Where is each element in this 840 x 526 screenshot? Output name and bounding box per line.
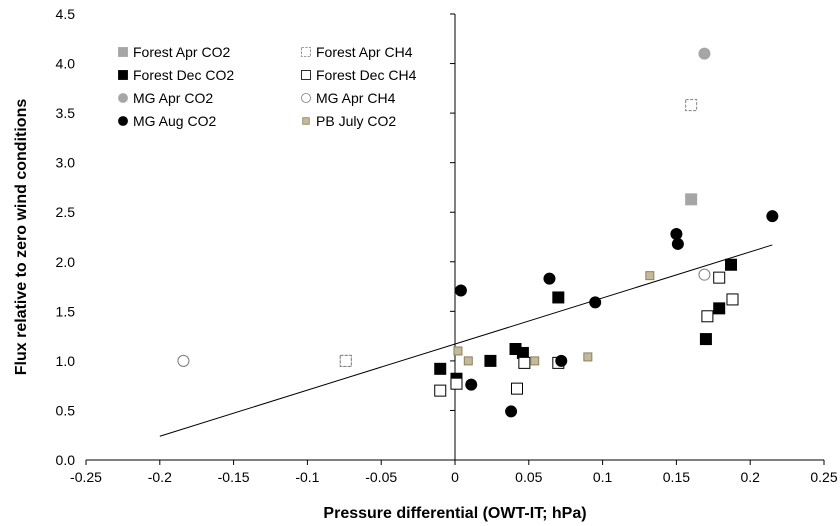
data-point bbox=[453, 346, 463, 356]
data-point bbox=[701, 310, 714, 323]
x-tick-label: 0.25 bbox=[810, 469, 837, 485]
data-point bbox=[726, 293, 739, 306]
data-point bbox=[685, 193, 698, 206]
y-tick-label: 2.5 bbox=[56, 204, 76, 220]
legend-label: Forest Apr CO2 bbox=[133, 44, 230, 60]
y-tick-label: 1.0 bbox=[56, 353, 76, 369]
data-point bbox=[685, 99, 698, 112]
data-point bbox=[177, 354, 190, 367]
data-point bbox=[725, 258, 738, 271]
x-tick-label: 0.1 bbox=[593, 469, 613, 485]
data-point bbox=[510, 382, 523, 395]
trendline bbox=[159, 244, 773, 437]
data-point bbox=[434, 362, 447, 375]
legend-item: PB July CO2 bbox=[302, 113, 396, 129]
x-tick-label: -0.25 bbox=[70, 469, 102, 485]
data-point bbox=[454, 284, 467, 297]
legend-item: MG Apr CH4 bbox=[301, 90, 396, 106]
data-point bbox=[713, 302, 726, 315]
data-point bbox=[505, 405, 518, 418]
legend-label: MG Apr CO2 bbox=[133, 90, 213, 106]
x-tick-label: 0.15 bbox=[663, 469, 690, 485]
data-point bbox=[670, 228, 683, 241]
legend-marker bbox=[301, 93, 311, 103]
data-point bbox=[484, 354, 497, 367]
legend-label: Forest Dec CH4 bbox=[316, 67, 417, 83]
x-tick-label: 0.2 bbox=[740, 469, 760, 485]
legend-item: Forest Dec CH4 bbox=[301, 67, 417, 83]
legend-item: MG Apr CO2 bbox=[118, 90, 213, 106]
data-point bbox=[543, 272, 556, 285]
legend-item: Forest Apr CH4 bbox=[301, 44, 413, 60]
data-point bbox=[530, 356, 540, 366]
legend-item: MG Aug CO2 bbox=[118, 113, 216, 129]
y-tick-label: 4.5 bbox=[56, 6, 76, 22]
y-axis-title: Flux relative to zero wind conditions bbox=[13, 99, 30, 376]
legend-marker bbox=[302, 117, 310, 125]
y-tick-label: 0.5 bbox=[56, 402, 76, 418]
data-point bbox=[671, 237, 684, 250]
data-point bbox=[583, 352, 593, 362]
legend-label: PB July CO2 bbox=[316, 113, 396, 129]
data-point bbox=[698, 268, 711, 281]
data-point bbox=[766, 210, 779, 223]
data-point bbox=[339, 354, 352, 367]
data-point bbox=[465, 378, 478, 391]
data-point bbox=[713, 271, 726, 284]
legend-label: MG Apr CH4 bbox=[316, 90, 396, 106]
data-point bbox=[555, 354, 568, 367]
legend-marker bbox=[301, 70, 311, 80]
data-point bbox=[463, 356, 473, 366]
plot-area: -0.25 -0.2 -0.15 -0.1 -0.05 0 0.05 0.1 0.15 0.2 0.… bbox=[56, 6, 838, 485]
data-point bbox=[589, 296, 602, 309]
y-tick-label: 1.5 bbox=[56, 303, 76, 319]
x-axis-title: Pressure differential (OWT-IT; hPa) bbox=[323, 505, 586, 522]
data-point bbox=[450, 377, 463, 390]
legend-marker bbox=[301, 47, 311, 57]
data-point bbox=[645, 271, 655, 281]
data-point bbox=[698, 47, 711, 60]
legend-item: Forest Dec CO2 bbox=[118, 67, 234, 83]
x-axis-ticks: -0.25 -0.2 -0.15 -0.1 -0.05 0 0.05 0.1 0.15 0.2 0.… bbox=[70, 460, 838, 485]
legend: Forest Apr CO2 Forest Apr CH4 Forest Dec C… bbox=[118, 44, 417, 129]
legend-label: Forest Apr CH4 bbox=[316, 44, 413, 60]
x-tick-label: -0.15 bbox=[218, 469, 250, 485]
y-tick-label: 0.0 bbox=[56, 452, 76, 468]
legend-item: Forest Apr CO2 bbox=[118, 44, 230, 60]
data-point bbox=[699, 333, 712, 346]
data-point bbox=[516, 346, 529, 359]
x-tick-label: 0 bbox=[451, 469, 459, 485]
y-tick-label: 3.5 bbox=[56, 105, 76, 121]
y-tick-label: 3.0 bbox=[56, 155, 76, 171]
y-tick-label: 4.0 bbox=[56, 56, 76, 72]
legend-marker bbox=[118, 70, 128, 80]
data-point bbox=[552, 291, 565, 304]
x-tick-label: -0.1 bbox=[295, 469, 319, 485]
data-point bbox=[518, 356, 531, 369]
y-tick-label: 2.0 bbox=[56, 254, 76, 270]
data-points bbox=[177, 47, 779, 418]
legend-marker bbox=[118, 93, 128, 103]
x-tick-label: -0.2 bbox=[148, 469, 172, 485]
x-tick-label: -0.05 bbox=[365, 469, 397, 485]
legend-marker bbox=[118, 116, 128, 126]
x-tick-label: 0.05 bbox=[515, 469, 542, 485]
legend-label: MG Aug CO2 bbox=[133, 113, 216, 129]
data-point bbox=[434, 384, 447, 397]
legend-marker bbox=[118, 47, 128, 57]
y-axis-ticks: 0.0 0.5 1.0 1.5 2.0 2.5 3.0 3.5 4.0 4.5 bbox=[56, 6, 455, 468]
legend-label: Forest Dec CO2 bbox=[133, 67, 234, 83]
